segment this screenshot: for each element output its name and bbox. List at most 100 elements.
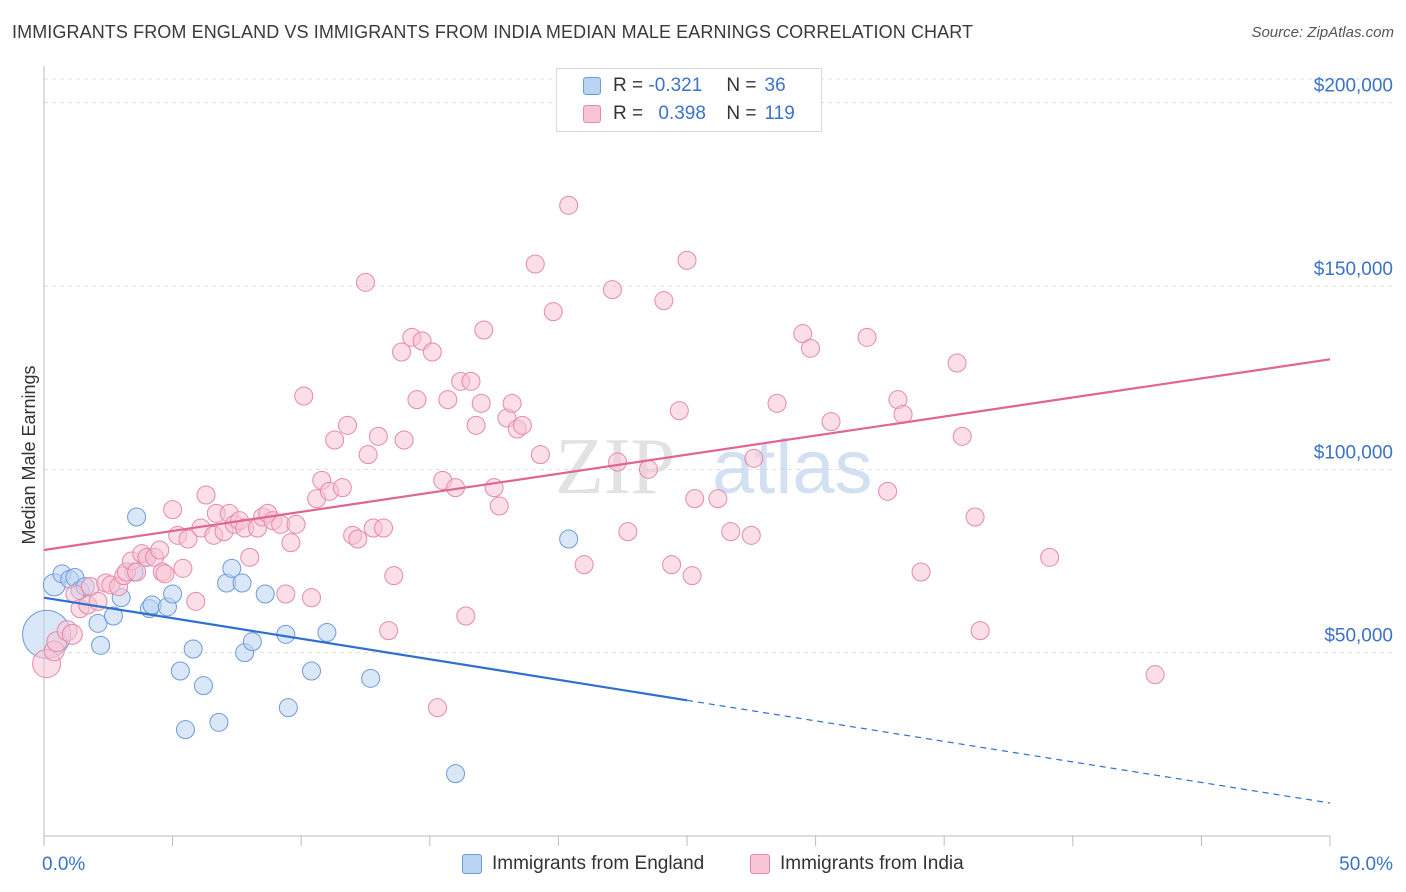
bottom-legend-england: Immigrants from England (462, 852, 704, 876)
england-n-value: 36 (764, 75, 786, 96)
india-point (240, 547, 260, 567)
india-point (286, 514, 306, 534)
england-n-label: N = (726, 75, 757, 96)
india-point (654, 291, 674, 311)
england-trend-extension (686, 699, 1331, 804)
india-point (186, 591, 206, 611)
india-point (150, 540, 170, 560)
india-point (947, 353, 967, 373)
india-point (461, 371, 481, 391)
india-point (525, 254, 545, 274)
india-point (356, 272, 375, 292)
india-point (281, 533, 301, 553)
india-point (325, 430, 345, 450)
england-point (88, 613, 108, 633)
india-point (358, 445, 378, 465)
india-point (407, 390, 427, 410)
england-point (127, 507, 147, 527)
india-point (368, 426, 388, 446)
india-point (301, 588, 321, 608)
india-point (294, 386, 314, 406)
india-point (374, 518, 394, 538)
india-point (857, 327, 877, 347)
england-point (242, 632, 262, 652)
india-point (178, 529, 198, 549)
india-point (741, 525, 761, 545)
england-point (175, 720, 195, 740)
india-point (800, 338, 820, 358)
india-point (682, 566, 702, 586)
england-point (446, 764, 466, 784)
england-point (193, 676, 213, 696)
india-point (422, 342, 442, 362)
england-point (91, 635, 111, 655)
grid-lines (44, 78, 1393, 654)
india-point (466, 415, 486, 435)
y-axis-label: Median Male Earnings (19, 365, 39, 544)
india-point (163, 500, 183, 520)
india-point (489, 496, 509, 516)
y-tick-labels: $50,000 $100,000 $150,000 $200,000 (1314, 76, 1393, 647)
india-point (394, 430, 414, 450)
source-label: Source: ZipAtlas.com (1251, 24, 1394, 41)
india-point (155, 564, 175, 584)
y-tick-label: $100,000 (1314, 442, 1393, 463)
india-point (438, 390, 458, 410)
england-point (317, 623, 337, 642)
bottom-england-swatch (462, 854, 482, 874)
india-swatch (583, 105, 601, 123)
england-point (232, 573, 252, 593)
india-point (574, 555, 594, 575)
england-point (170, 661, 190, 681)
india-point (911, 562, 931, 582)
india-point (428, 698, 448, 718)
bottom-india-swatch (750, 854, 770, 874)
england-point (222, 558, 242, 578)
legend-row-england: R = -0.321 N = 36 (583, 73, 786, 99)
bottom-india-label: Immigrants from India (780, 853, 964, 874)
india-point (127, 562, 147, 582)
india-n-value: 119 (764, 103, 795, 124)
india-points (32, 195, 1165, 718)
y-tick-label: $150,000 (1314, 259, 1393, 280)
england-point (209, 712, 229, 732)
india-point (1040, 547, 1060, 567)
india-point (662, 555, 682, 575)
x-ticks (43, 836, 1331, 846)
england-point (301, 661, 321, 681)
india-point (721, 522, 741, 542)
india-point (767, 393, 787, 413)
india-r-value: 0.398 (658, 103, 706, 124)
india-point (618, 522, 638, 542)
india-point (332, 478, 352, 498)
trend-lines (43, 358, 1331, 804)
india-point (677, 250, 697, 270)
watermark: ZIP atlas (555, 423, 873, 511)
england-swatch (583, 77, 601, 95)
india-point (456, 606, 476, 626)
england-point (278, 698, 298, 718)
bottom-england-label: Immigrants from England (492, 853, 705, 874)
england-trend-line (43, 596, 688, 702)
y-tick-label: $200,000 (1314, 76, 1393, 97)
india-point (559, 195, 579, 215)
correlation-legend: R = -0.321 N = 36 R = 0.398 N = 119 (556, 68, 822, 132)
england-r-value: -0.321 (648, 75, 703, 96)
india-point (61, 623, 83, 645)
india-trend-line (43, 358, 1331, 552)
india-point (276, 584, 296, 604)
india-point (337, 415, 357, 435)
england-point (103, 606, 123, 626)
india-point (392, 342, 412, 362)
india-point (384, 566, 404, 586)
india-point (379, 621, 399, 641)
watermark-atlas: atlas (712, 425, 873, 510)
england-point (255, 584, 275, 604)
england-point (559, 529, 579, 549)
england-r-label: R = (613, 75, 644, 96)
india-point (878, 481, 898, 501)
india-point (708, 489, 728, 509)
india-r-label: R = (613, 103, 644, 124)
india-point (685, 489, 705, 509)
